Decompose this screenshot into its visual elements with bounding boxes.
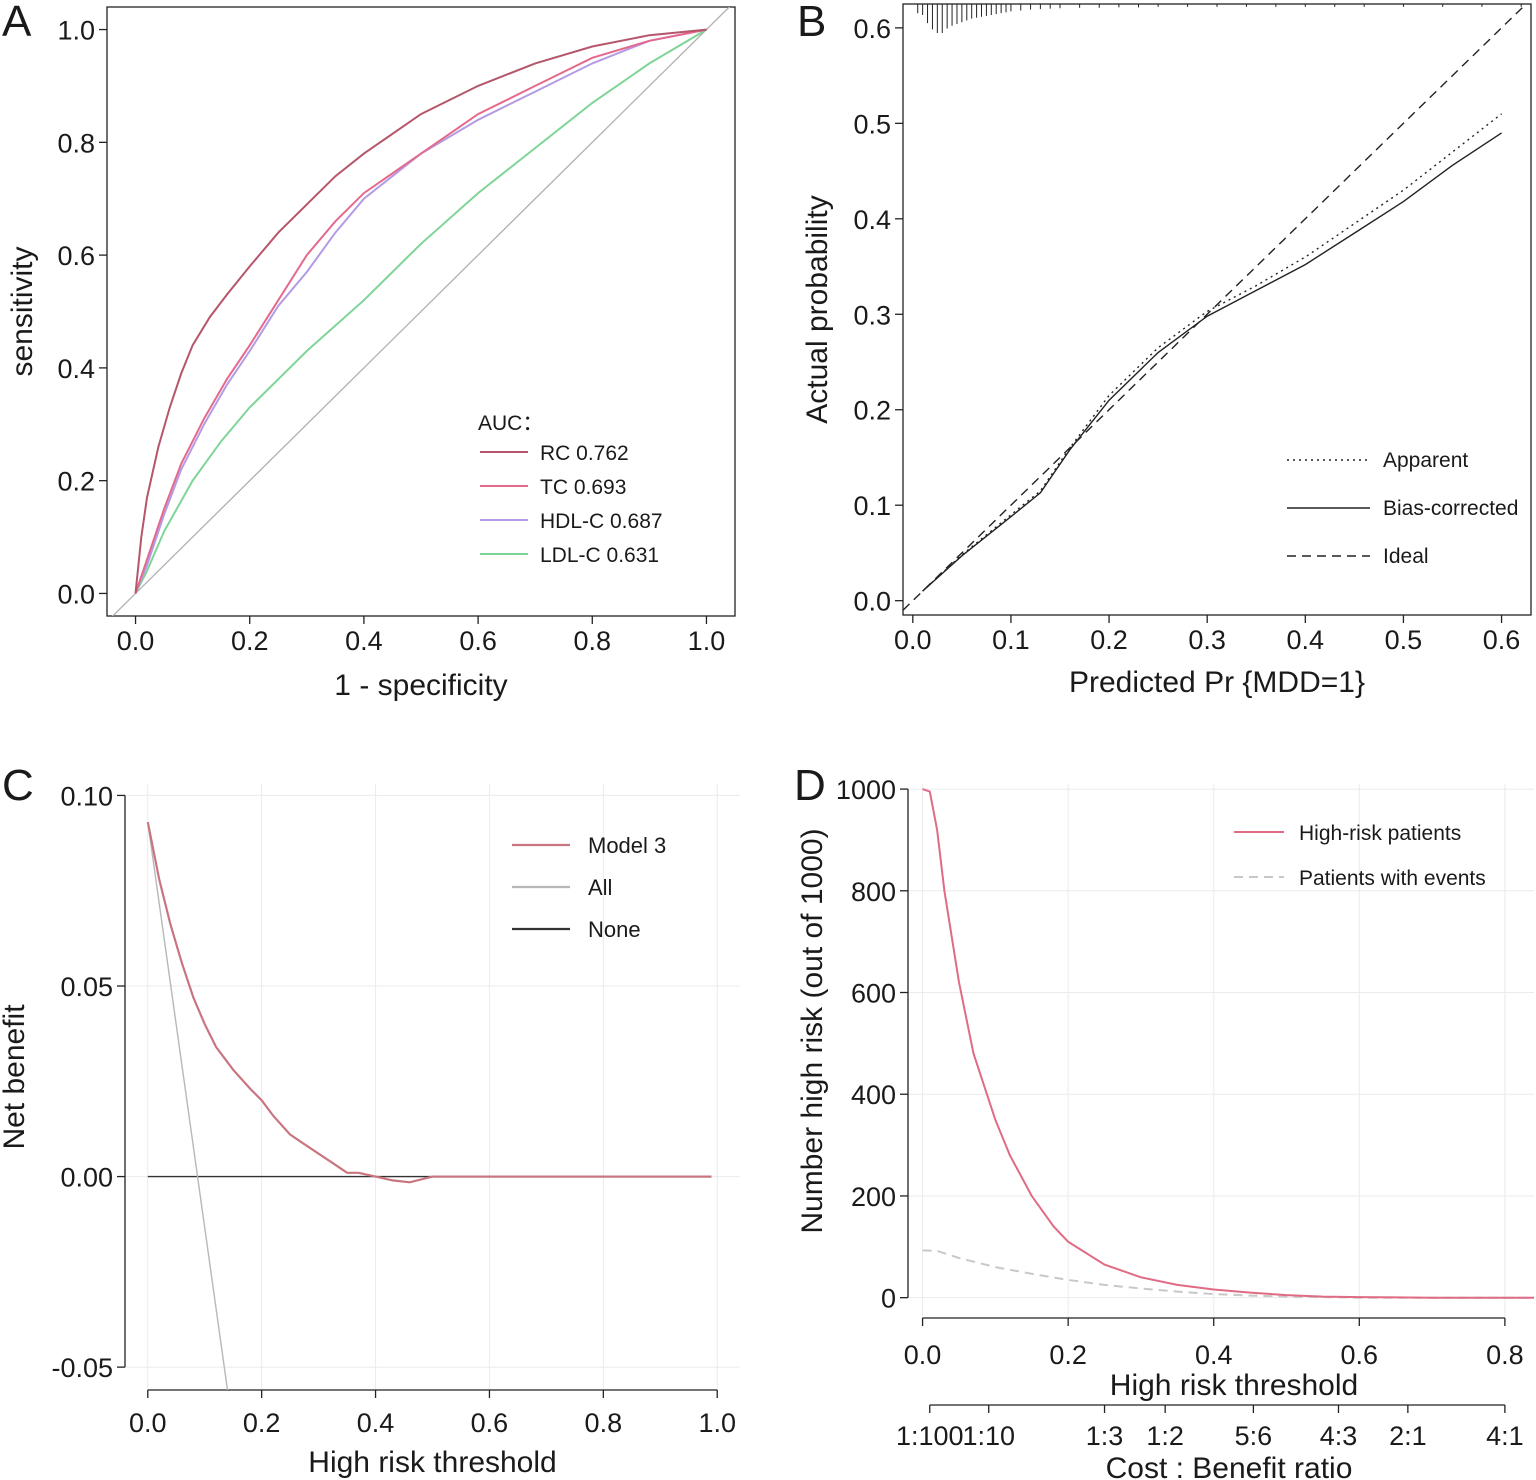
- x-tick-label-b: 0.2: [1090, 625, 1128, 655]
- x-tick-label-d: 0.6: [1341, 1340, 1379, 1370]
- y-tick-label-b: 0.1: [853, 491, 891, 521]
- cost-benefit-tick-label: 2:1: [1389, 1421, 1427, 1451]
- x-tick-label-a: 0.8: [573, 626, 611, 656]
- cost-benefit-tick-label: 1:2: [1146, 1421, 1184, 1451]
- y-tick-label-c: 0.05: [60, 972, 113, 1002]
- roc-line-rc: [134, 28, 707, 594]
- x-tick-label-b: 0.0: [894, 625, 932, 655]
- y-tick-label-c: -0.05: [51, 1353, 113, 1383]
- y-axis-title-a: sensitivity: [6, 246, 39, 376]
- calibration-line-bias-corrected: [922, 132, 1502, 592]
- decision-line-model-3: [146, 821, 712, 1184]
- y-axis-title-d: Number high risk (out of 1000): [796, 828, 829, 1233]
- y-tick-label-b: 0.5: [853, 109, 891, 139]
- y-tick-label-d: 1000: [836, 775, 896, 805]
- y-tick-label-d: 200: [851, 1182, 896, 1212]
- x-tick-label-a: 0.0: [117, 626, 155, 656]
- x-axis-title-a: 1 - specificity: [334, 669, 507, 702]
- legend-label-model-3: Model 3: [588, 833, 666, 858]
- x-tick-label-a: 1.0: [688, 626, 726, 656]
- decision-line-all: [147, 822, 229, 1390]
- cost-benefit-tick-label: 1:10: [962, 1421, 1015, 1451]
- x-axis-title-c: High risk threshold: [308, 1446, 556, 1479]
- x-tick-label-b: 0.4: [1287, 625, 1325, 655]
- x-tick-label-d: 0.0: [904, 1340, 942, 1370]
- plot-frame-b: [902, 3, 1532, 616]
- panel-a-roc-curve: A 0.0 0.2 0.4 0.6 0.8 1.0 0.0 0.2 0.4 0.6 0.8 1.0 1 …: [2, 0, 736, 702]
- x-tick-label-a: 0.6: [459, 626, 497, 656]
- y-tick-label-a: 0.8: [57, 128, 95, 158]
- panel-c-decision-curve: C 0.0 0.2 0.4 0.6 0.8 1.0 -0.05 0.00 0.05 0.10 Hig…: [0, 761, 740, 1479]
- y-axis-title-b: Actual probability: [801, 195, 834, 423]
- legend-label-ideal: Ideal: [1383, 545, 1429, 568]
- x-tick-label-a: 0.2: [231, 626, 269, 656]
- panel-b-calibration-curve: B 0.0 0.1 0.2 0.3 0.4 0.5 0.6 0.0 0.1 0.2 0.3 0.4 0.…: [797, 0, 1532, 699]
- panel-d-clinical-impact-curve: D 0.0 0.2 0.4 0.6 0.8 0 200 400 600 800 1000 High r…: [794, 761, 1534, 1480]
- legend-label-patients-with-events: Patients with events: [1299, 867, 1486, 890]
- y-tick-label-b: 0.6: [853, 14, 891, 44]
- y-axis-title-c: Net benefit: [0, 1004, 31, 1150]
- calibration-line-ideal: [903, 4, 1528, 611]
- legend-label-rc: RC 0.762: [540, 442, 629, 465]
- cost-benefit-tick-label: 1:3: [1086, 1421, 1124, 1451]
- legend-label-ldl-c: LDL-C 0.631: [540, 544, 659, 567]
- panel-letter-d: D: [794, 761, 826, 810]
- cost-benefit-tick-label: 4:3: [1320, 1421, 1358, 1451]
- legend-label-bias-corrected: Bias-corrected: [1383, 497, 1518, 520]
- cost-benefit-axis-title: Cost : Benefit ratio: [1106, 1452, 1353, 1480]
- y-tick-label-a: 1.0: [57, 16, 95, 46]
- y-tick-label-a: 0.2: [57, 467, 95, 497]
- x-tick-label-b: 0.5: [1385, 625, 1423, 655]
- impact-line-high-risk-patients: [922, 788, 1534, 1299]
- roc-line-hdl-c: [134, 28, 707, 594]
- y-tick-label-b: 0.4: [853, 205, 891, 235]
- y-tick-label-d: 800: [851, 877, 896, 907]
- roc-line-ldl-c: [134, 28, 708, 594]
- y-tick-label-c: 0.10: [60, 781, 113, 811]
- y-tick-label-a: 0.4: [57, 354, 95, 384]
- x-tick-label-b: 0.3: [1188, 625, 1226, 655]
- x-axis-title-d: High risk threshold: [1110, 1369, 1358, 1402]
- chance-diagonal: [111, 7, 731, 616]
- legend-title-a: AUC：: [478, 412, 543, 435]
- y-tick-label-a: 0.6: [57, 241, 95, 271]
- y-tick-label-d: 0: [881, 1284, 896, 1314]
- legend-label-none: None: [588, 917, 641, 942]
- panel-letter-c: C: [2, 761, 34, 810]
- cost-benefit-tick-label: 5:6: [1235, 1421, 1273, 1451]
- legend-label-high-risk-patients: High-risk patients: [1299, 822, 1461, 845]
- x-tick-label-c: 0.2: [243, 1408, 281, 1438]
- legend-label-tc: TC 0.693: [540, 476, 626, 499]
- y-tick-label-d: 400: [851, 1080, 896, 1110]
- y-tick-label-a: 0.0: [57, 579, 95, 609]
- x-tick-label-c: 0.8: [585, 1408, 623, 1438]
- legend-label-all: All: [588, 875, 612, 900]
- y-tick-label-b: 0.2: [853, 396, 891, 426]
- x-tick-label-c: 0.0: [129, 1408, 167, 1438]
- panel-letter-a: A: [2, 0, 32, 46]
- x-tick-label-d: 0.8: [1486, 1340, 1524, 1370]
- legend-label-apparent: Apparent: [1383, 449, 1468, 472]
- y-tick-label-b: 0.0: [853, 587, 891, 617]
- x-tick-label-c: 0.6: [471, 1408, 509, 1438]
- x-tick-label-d: 0.2: [1049, 1340, 1087, 1370]
- y-tick-label-b: 0.3: [853, 300, 891, 330]
- x-axis-title-b: Predicted Pr {MDD=1}: [1069, 666, 1365, 699]
- x-tick-label-d: 0.4: [1195, 1340, 1233, 1370]
- cost-benefit-tick-label: 4:1: [1486, 1421, 1524, 1451]
- y-tick-label-c: 0.00: [60, 1163, 113, 1193]
- x-tick-label-b: 0.1: [992, 625, 1030, 655]
- x-tick-label-c: 0.4: [357, 1408, 395, 1438]
- x-tick-label-a: 0.4: [345, 626, 383, 656]
- x-tick-label-b: 0.6: [1483, 625, 1521, 655]
- panel-letter-b: B: [797, 0, 826, 46]
- roc-line-tc: [134, 28, 707, 594]
- y-tick-label-d: 600: [851, 979, 896, 1009]
- x-tick-label-c: 1.0: [698, 1408, 736, 1438]
- plot-frame-a: [106, 6, 736, 617]
- legend-label-hdl-c: HDL-C 0.687: [540, 510, 663, 533]
- cost-benefit-tick-label: 1:100: [896, 1421, 964, 1451]
